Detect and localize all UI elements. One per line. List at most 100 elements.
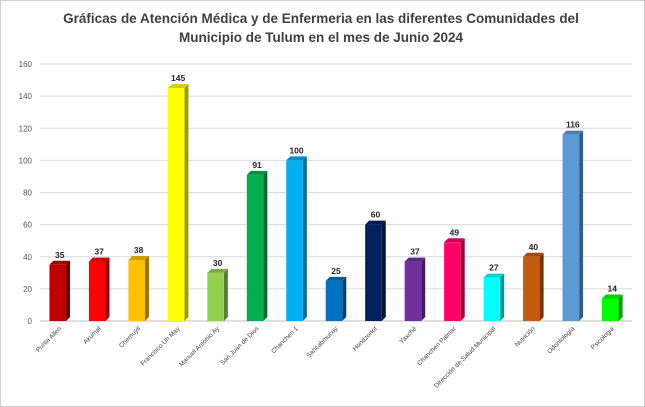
bar-front	[365, 224, 382, 321]
x-tick-label: Yaxché	[398, 325, 418, 345]
y-tick-label: 0	[28, 317, 33, 326]
data-label: 37	[410, 247, 420, 257]
bar-front	[88, 261, 106, 321]
bar	[286, 156, 307, 321]
bar-side	[381, 220, 386, 321]
chart-title: Gráficas de Atención Médica y de Enferme…	[63, 11, 579, 45]
y-tick-label: 80	[23, 189, 32, 198]
y-tick-label: 60	[23, 221, 32, 230]
bar-top	[444, 238, 465, 243]
data-label: 60	[371, 210, 381, 220]
bar-front	[286, 160, 303, 321]
bar-side	[105, 257, 110, 321]
x-tick-label: Odontología	[546, 325, 576, 355]
bar	[167, 84, 189, 321]
bar-side	[263, 170, 268, 321]
bar-top	[483, 273, 505, 278]
bar	[246, 170, 268, 321]
bar-front	[601, 298, 619, 321]
x-tick-label: San Juan de Dios	[219, 325, 261, 367]
y-tick-label: 100	[19, 156, 33, 165]
bar	[562, 130, 584, 321]
data-label: 100	[289, 145, 303, 155]
bar-top	[128, 255, 149, 260]
bar-side	[618, 294, 623, 321]
bar-front	[207, 272, 224, 321]
bar-top	[562, 130, 584, 135]
bar-side	[500, 273, 505, 321]
bar-top	[325, 276, 347, 281]
bar-side	[223, 268, 228, 321]
y-tick-label: 120	[19, 124, 33, 133]
bar-front	[325, 280, 343, 321]
y-tick-label: 140	[19, 92, 33, 101]
data-label: 40	[529, 242, 539, 252]
bar	[207, 268, 228, 321]
y-tick-label: 160	[19, 60, 33, 69]
data-labels: 35 37 38 145 30 91 100 25 60 37 49 27 40 116 14	[55, 73, 617, 293]
bar-front	[483, 277, 501, 321]
x-tick-label: Akumal	[82, 325, 103, 346]
bar-top	[167, 84, 189, 89]
data-label: 49	[450, 227, 460, 237]
data-label: 91	[252, 160, 262, 170]
bar-side	[342, 276, 347, 321]
bar-front	[49, 264, 67, 321]
y-tick-label: 20	[23, 285, 32, 294]
bar	[128, 255, 149, 321]
x-tick-label: Nutrición	[514, 325, 537, 348]
bar	[601, 294, 623, 321]
bar-side	[144, 255, 149, 321]
x-tick-label: Punta Allen	[35, 325, 63, 353]
bar-top	[286, 156, 307, 161]
x-tick-label: Sahcabmucuy	[305, 325, 340, 360]
bar-top	[365, 220, 386, 225]
data-label: 25	[331, 266, 341, 276]
x-tick-label: Chanchen 1	[270, 325, 300, 355]
bar-front	[167, 88, 185, 321]
bar-top	[523, 252, 544, 257]
bar	[365, 220, 386, 321]
data-label: 145	[171, 73, 185, 83]
data-label: 35	[55, 250, 65, 260]
bar-top	[601, 294, 623, 299]
x-tick-label: Francisco Uh May	[140, 325, 183, 368]
x-tick-label: Chemuyil	[118, 325, 142, 349]
x-tick-label: Manuel Antonio Ay	[178, 325, 221, 368]
bar-side	[302, 156, 307, 321]
bar-front	[246, 174, 264, 321]
bar-side	[66, 260, 71, 321]
y-axis: 0 20 40 60 80 100 120 140 160	[19, 60, 33, 326]
data-label: 37	[94, 247, 104, 257]
data-label: 116	[566, 120, 580, 130]
bar-side	[421, 257, 426, 321]
x-tick-label: Hondzonot	[352, 325, 379, 352]
bar-side	[539, 252, 544, 321]
bar-top	[246, 170, 268, 175]
bars	[49, 84, 623, 321]
bar	[325, 276, 347, 321]
bar-top	[207, 268, 228, 273]
x-tick-label: Psicologia	[590, 325, 616, 351]
bar	[404, 257, 426, 321]
bar-side	[460, 238, 465, 321]
bar-front	[523, 256, 540, 321]
bar-top	[404, 257, 426, 262]
bar	[523, 252, 544, 321]
data-label: 14	[608, 284, 618, 294]
data-label: 38	[134, 245, 144, 255]
data-label: 27	[489, 263, 499, 273]
bar-front	[444, 242, 461, 321]
y-tick-label: 40	[23, 253, 32, 262]
bar-top	[88, 257, 110, 262]
data-label: 30	[213, 258, 223, 268]
bar-front	[404, 261, 422, 321]
bar-side	[579, 130, 584, 321]
bar	[49, 260, 71, 321]
x-tick-label: Chanchen Palmar	[416, 325, 458, 367]
bar-top	[49, 260, 71, 265]
bar-side	[184, 84, 189, 321]
